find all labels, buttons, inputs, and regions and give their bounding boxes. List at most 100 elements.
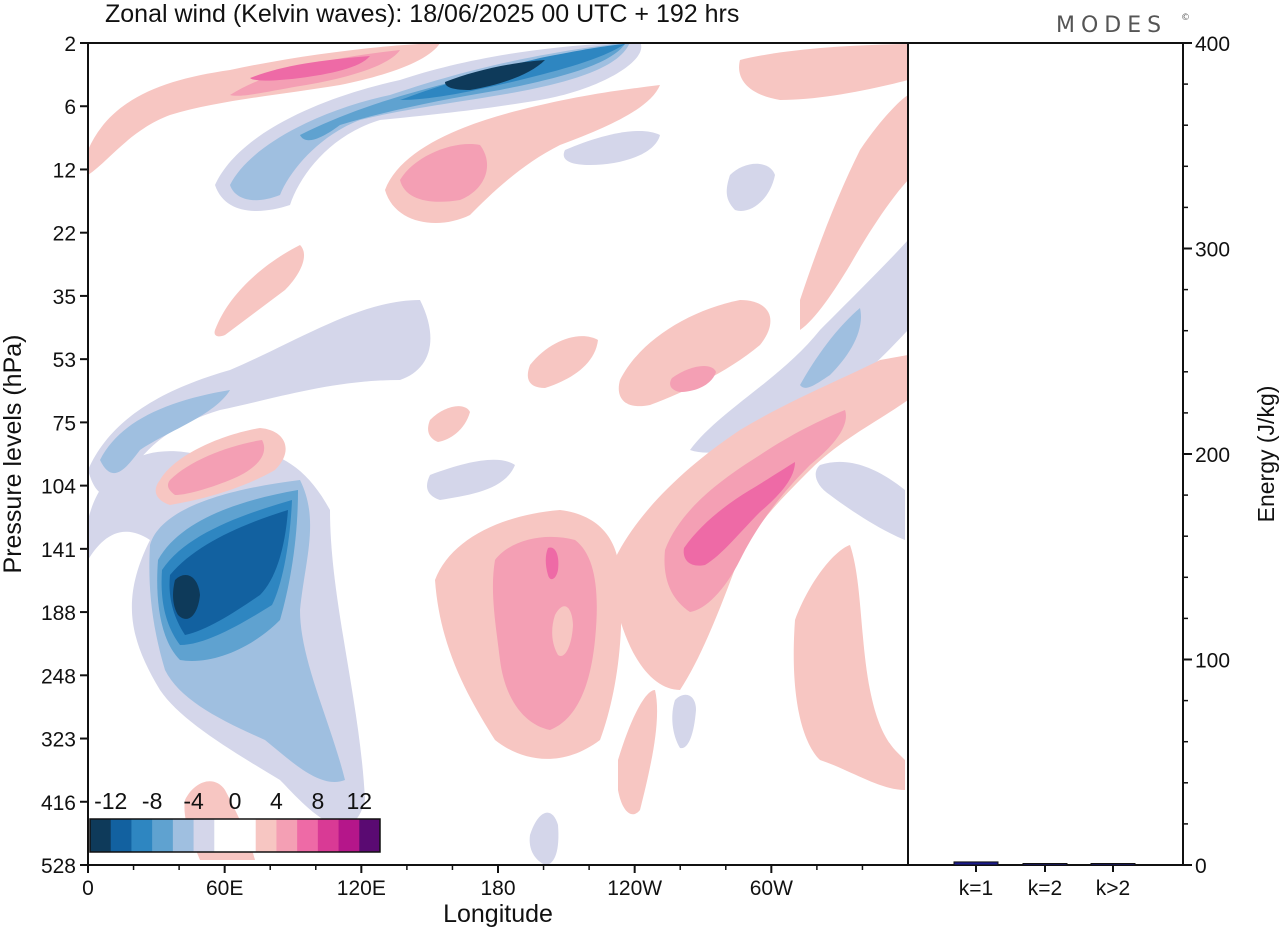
energy-bars bbox=[953, 861, 1136, 866]
legend-swatch bbox=[172, 819, 195, 852]
legend-swatch bbox=[338, 819, 360, 852]
y-tick-label: 528 bbox=[41, 855, 76, 878]
legend-swatches bbox=[90, 819, 381, 852]
x-tick-label: 60E bbox=[206, 877, 243, 900]
contour-negative-small-2 bbox=[563, 130, 660, 165]
y-tick-label: 248 bbox=[41, 665, 76, 688]
contour-negative-small-4 bbox=[815, 461, 905, 540]
contour-positive-top-band-3 bbox=[250, 56, 370, 81]
contour-positive-mid-lower-2 bbox=[492, 536, 597, 730]
legend-swatch bbox=[152, 819, 174, 852]
legend-swatch bbox=[359, 819, 381, 852]
x-tick-label: 120W bbox=[607, 877, 662, 900]
legend-swatch bbox=[110, 819, 132, 852]
energy-bar bbox=[1022, 863, 1068, 866]
energy-panel-frame bbox=[907, 42, 1184, 866]
contour-negative-upper-band bbox=[88, 300, 431, 495]
x-tick-label: 120E bbox=[337, 877, 386, 900]
contour-positive-53-blob bbox=[618, 300, 771, 407]
chart-title: Zonal wind (Kelvin waves): 18/06/2025 00… bbox=[105, 0, 739, 28]
contour-negative-lower-core bbox=[173, 575, 200, 619]
legend-swatch bbox=[193, 819, 215, 852]
legend-labels: -12 -8 -4 0 4 8 12 bbox=[94, 788, 372, 814]
y-tick-label: 323 bbox=[41, 729, 76, 752]
legend-swatch bbox=[131, 819, 153, 852]
contour-negative-small-3 bbox=[726, 163, 775, 211]
energy-axis-label: Energy (J/kg) bbox=[1253, 386, 1279, 523]
contour-positive-75-small bbox=[428, 406, 470, 442]
heatmap-contours bbox=[88, 43, 908, 865]
contour-positive-top-band bbox=[88, 43, 440, 175]
y-tick-label: 35 bbox=[53, 286, 76, 309]
category-label: k=1 bbox=[959, 877, 993, 900]
legend-swatch bbox=[235, 819, 257, 852]
contour-positive-lower-right bbox=[793, 545, 905, 790]
contour-positive-right-lower-3 bbox=[683, 462, 795, 566]
legend-label: 12 bbox=[346, 788, 372, 814]
x-tick-label: 180 bbox=[480, 877, 515, 900]
y-tick-label: 416 bbox=[41, 792, 76, 815]
contour-negative-top-core bbox=[445, 60, 545, 90]
y-tick-label: 22 bbox=[53, 223, 76, 246]
legend-swatch bbox=[255, 819, 277, 852]
energy-tick-label: 300 bbox=[1195, 239, 1230, 262]
contour-negative-right-band bbox=[690, 240, 908, 453]
energy-tick-label: 0 bbox=[1195, 855, 1207, 878]
legend-label: -4 bbox=[183, 788, 204, 814]
legend-label: 8 bbox=[311, 788, 324, 814]
y-tick-label: 104 bbox=[41, 476, 76, 499]
contour-positive-mid-lower-3 bbox=[545, 547, 559, 580]
legend-label: -8 bbox=[142, 788, 162, 814]
y-tick-label: 188 bbox=[41, 602, 76, 625]
energy-tick-label: 100 bbox=[1195, 650, 1230, 673]
contour-positive-right-top bbox=[800, 95, 908, 330]
contour-positive-22-streaks bbox=[214, 245, 305, 337]
x-tick-label: 60W bbox=[750, 877, 793, 900]
brand-mark: © bbox=[1181, 13, 1196, 23]
y-tick-label: 53 bbox=[53, 349, 76, 372]
legend-swatch bbox=[276, 819, 298, 852]
contour-positive-53-small bbox=[527, 336, 598, 388]
contour-positive-upper-mid-2 bbox=[400, 144, 488, 202]
y-tick-label: 2 bbox=[64, 33, 76, 56]
energy-tick-label: 200 bbox=[1195, 444, 1230, 467]
legend-swatch bbox=[90, 819, 112, 852]
contour-negative-right-band-2 bbox=[800, 308, 861, 388]
y-tick-label: 141 bbox=[41, 539, 76, 562]
color-legend: -12 -8 -4 0 4 8 12 bbox=[89, 788, 381, 853]
legend-label: -12 bbox=[94, 788, 127, 814]
contour-positive-mid-lower-hole bbox=[552, 606, 573, 656]
contour-negative-lower-5 bbox=[169, 510, 288, 635]
energy-categories: k=1 k=2 k>2 bbox=[959, 865, 1130, 900]
x-axis: 0 60E 120E 180 120W 60W bbox=[82, 865, 864, 900]
x-tick-label: 0 bbox=[82, 877, 94, 900]
contour-negative-small-6 bbox=[672, 694, 696, 749]
legend-label: 4 bbox=[270, 788, 283, 814]
contour-negative-small-1 bbox=[427, 459, 515, 500]
legend-frame bbox=[89, 818, 381, 853]
contour-positive-lower-mid bbox=[618, 690, 658, 815]
energy-bar bbox=[953, 861, 999, 866]
energy-tick-label: 400 bbox=[1195, 33, 1230, 56]
category-label: k>2 bbox=[1096, 877, 1130, 900]
y-axis-right: 0 100 200 300 400 bbox=[1183, 33, 1230, 878]
contour-negative-small-5 bbox=[529, 812, 559, 865]
legend-label: 0 bbox=[229, 788, 242, 814]
y-axis-left: 2 6 12 22 35 53 75 104 141 188 248 323 416 528 bbox=[41, 33, 88, 878]
y-tick-label: 75 bbox=[53, 412, 76, 435]
contour-positive-53-blob-2 bbox=[670, 366, 716, 392]
category-label: k=2 bbox=[1028, 877, 1062, 900]
x-axis-label: Longitude bbox=[443, 900, 553, 928]
brand-logo: MODES bbox=[1056, 13, 1167, 38]
legend-swatch bbox=[214, 819, 236, 852]
contour-negative-upper-band-2 bbox=[100, 390, 230, 474]
energy-bar bbox=[1090, 863, 1136, 866]
legend-swatch bbox=[297, 819, 319, 852]
y-tick-label: 6 bbox=[64, 96, 76, 119]
y-tick-label: 12 bbox=[53, 159, 76, 182]
contour-positive-right-top-2 bbox=[739, 44, 908, 100]
y-axis-label: Pressure levels (hPa) bbox=[0, 335, 27, 574]
legend-swatch bbox=[317, 819, 340, 852]
contour-positive-104-band-2 bbox=[167, 440, 265, 495]
